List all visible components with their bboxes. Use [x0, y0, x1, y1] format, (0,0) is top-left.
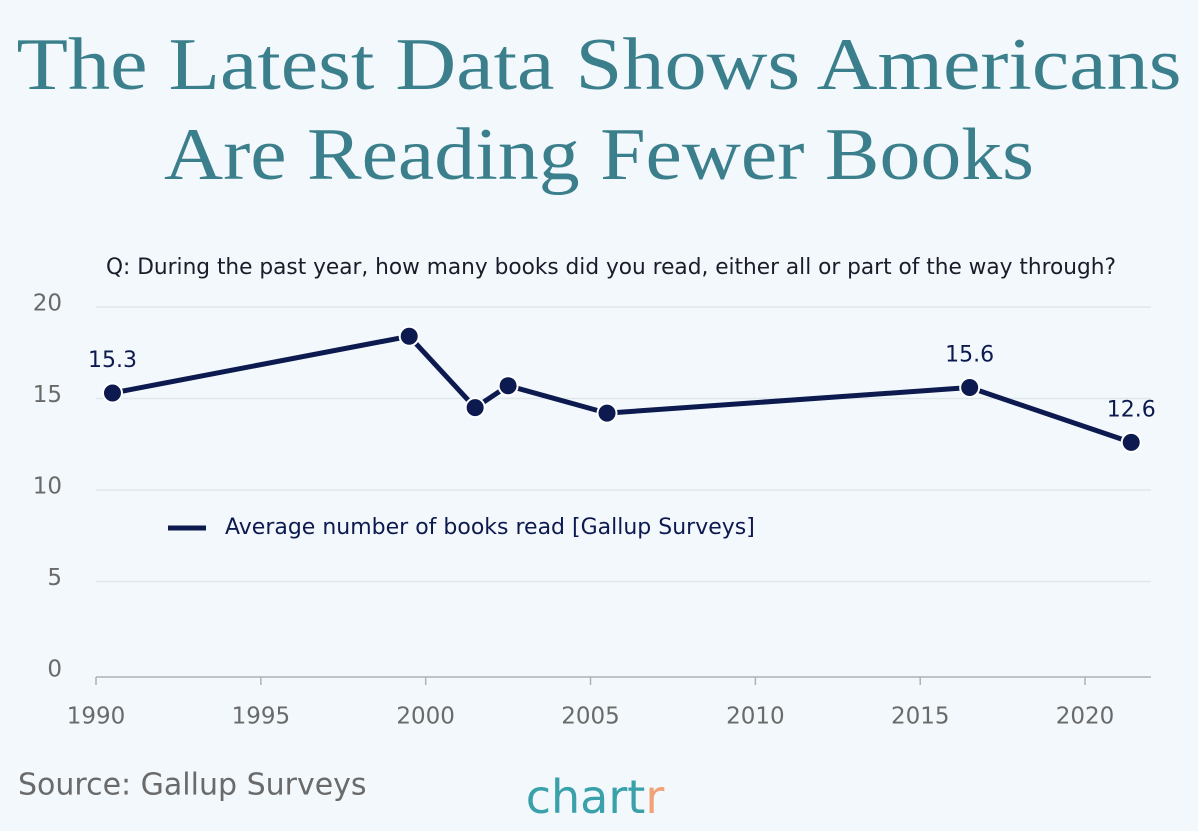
- point: [959, 377, 981, 399]
- chart-title: Are Reading Fewer Books: [164, 114, 1034, 196]
- point: [101, 382, 123, 404]
- data-label: 12.6: [1107, 397, 1156, 422]
- data-label: 15.6: [945, 343, 994, 368]
- x-tick-label: 2010: [726, 704, 785, 730]
- y-tick-label: 20: [33, 291, 62, 317]
- y-tick-label: 5: [47, 565, 62, 591]
- x-tick-label: 2015: [891, 704, 950, 730]
- y-tick-label: 15: [33, 382, 62, 408]
- x-tick-label: 2000: [396, 704, 455, 730]
- legend-label: Average number of books read [Gallup Sur…: [225, 515, 755, 540]
- point: [398, 325, 420, 347]
- brand: chartr: [526, 770, 665, 824]
- data-label: 15.3: [88, 348, 137, 373]
- y-tick-label: 10: [33, 474, 62, 500]
- x-tick-label: 1990: [67, 704, 126, 730]
- y-tick-label: 0: [47, 657, 62, 683]
- point: [1120, 431, 1142, 453]
- chart-title: The Latest Data Shows Americans: [17, 24, 1182, 106]
- point: [596, 402, 618, 424]
- x-tick-label: 2005: [561, 704, 620, 730]
- x-tick-label: 1995: [232, 704, 291, 730]
- source: Source: Gallup Surveys: [18, 768, 367, 803]
- point: [497, 375, 519, 397]
- chart-subtitle: Q: During the past year, how many books …: [106, 255, 1116, 280]
- x-tick-label: 2020: [1056, 704, 1115, 730]
- point: [464, 397, 486, 419]
